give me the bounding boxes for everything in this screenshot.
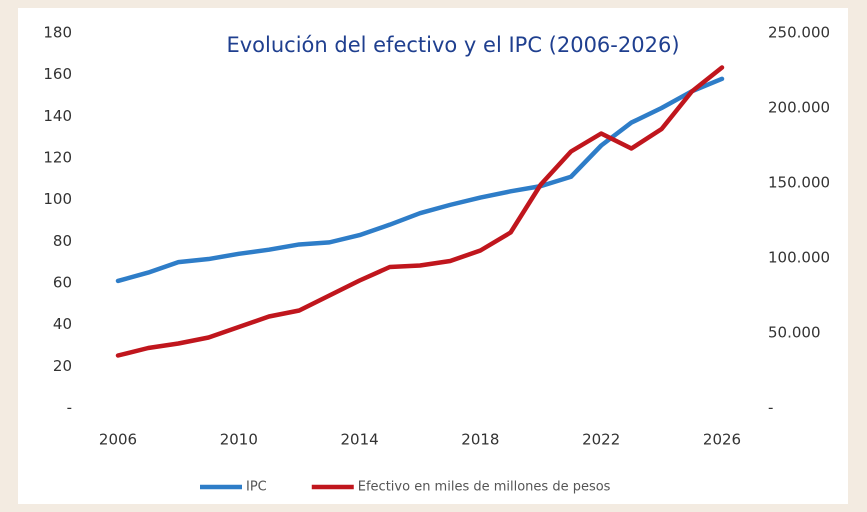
y-tick-label: 160	[43, 65, 72, 83]
y2-tick-label: 150.000	[768, 174, 830, 192]
y-tick-label: -	[67, 399, 72, 417]
x-tick-label: 2026	[703, 431, 741, 449]
series-line	[115, 76, 725, 284]
y2-tick-label: 50.000	[768, 324, 821, 342]
y-tick-label: 180	[43, 24, 72, 42]
y2-tick-label: -	[768, 399, 773, 417]
y-tick-label: 100	[43, 190, 72, 208]
series-line	[115, 65, 725, 358]
x-tick-label: 2022	[582, 431, 620, 449]
y-tick-label: 60	[53, 274, 72, 292]
y2-tick-label: 250.000	[768, 24, 830, 42]
y2-tick-label: 200.000	[768, 99, 830, 117]
chart-title: Evolución del efectivo y el IPC (2006-20…	[226, 33, 679, 57]
y2-tick-label: 100.000	[768, 249, 830, 267]
legend-label: Efectivo en miles de millones de pesos	[358, 480, 611, 495]
y-tick-label: 40	[53, 315, 72, 333]
x-tick-label: 2010	[220, 431, 258, 449]
y-tick-label: 140	[43, 107, 72, 125]
x-tick-label: 2014	[341, 431, 379, 449]
legend-label: IPC	[246, 480, 267, 495]
y-tick-label: 120	[43, 149, 72, 167]
plot-background	[18, 8, 848, 504]
x-tick-label: 2006	[99, 431, 137, 449]
x-tick-label: 2018	[461, 431, 499, 449]
y-tick-label: 20	[53, 357, 72, 375]
y-tick-label: 80	[53, 232, 72, 250]
